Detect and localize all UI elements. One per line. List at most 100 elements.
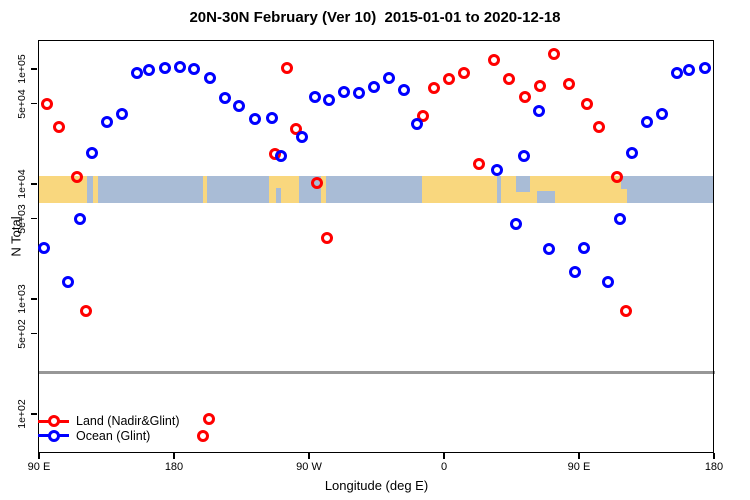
x-axis-tick-label: 0 [440,461,448,473]
y-axis-tick [31,413,37,415]
x-axis-tick-label: 180 [704,461,724,473]
data-point-ocean [670,67,683,80]
data-point-land [79,304,92,317]
y-axis-tick-label: 1e+05 [16,54,28,84]
data-point-land [40,97,53,110]
data-point-ocean [142,64,155,76]
data-point-land [562,78,575,91]
data-point-land [321,231,333,244]
y-axis-tick-label: 5e+02 [16,318,28,349]
data-point-ocean [274,150,287,163]
map-band-land-segment [93,175,98,204]
map-band-ocean-notch [621,175,627,190]
data-point-ocean [543,243,555,256]
data-point-land [442,72,455,85]
data-point-ocean [174,61,186,74]
data-point-ocean [85,147,98,159]
data-point-land [427,82,440,95]
map-band-land-segment [202,175,207,204]
data-point-ocean [655,108,668,121]
y-axis-tick [31,217,37,220]
x-axis-tick [713,453,715,459]
x-axis-title: Longitude (deg E) [324,478,429,493]
data-point-ocean [232,99,245,112]
x-axis-tick [443,453,445,459]
data-point-ocean [568,266,581,279]
data-point-ocean [219,91,231,104]
y-axis-tick-label: 5e+04 [16,88,28,119]
chart-title: 20N-30N February (Ver 10) 2015-01-01 to … [189,9,561,26]
data-point-ocean [532,105,545,118]
data-point-land [487,53,500,66]
legend-item-land: Land (Nadir&Glint) [38,414,180,429]
data-point-ocean [352,86,365,99]
y-axis-tick [31,298,37,300]
data-point-ocean [601,276,614,289]
data-point-ocean [382,72,395,84]
data-point-ocean [295,131,308,144]
legend: Land (Nadir&Glint) Ocean (Glint) [38,414,180,443]
x-axis-tick-label: 90 E [27,461,51,473]
data-point-ocean [309,91,321,104]
x-axis-tick [173,453,175,459]
map-band-land-segment [268,175,299,204]
map-band-land-segment [421,175,497,204]
map-band-ocean-notch [276,188,281,204]
y-axis-tick [31,332,37,335]
data-point-ocean [397,83,410,96]
data-point-land [457,67,470,80]
data-point-land [610,171,623,184]
legend-label-land: Land (Nadir&Glint) [76,414,180,429]
data-point-land [70,171,83,184]
legend-label-ocean: Ocean (Glint) [76,428,151,443]
data-point-land [580,97,593,110]
y-axis-tick [31,102,37,105]
x-axis-tick-label: 90 E [567,461,591,473]
land-series-marker-icon [38,415,69,428]
x-axis-tick-label: 90 W [296,461,322,473]
data-point-ocean [490,164,503,177]
data-point-ocean [249,112,261,125]
data-point-land [592,121,605,134]
y-axis-tick [31,68,37,70]
data-point-ocean [73,212,86,225]
data-point-ocean [411,118,423,131]
ocean-series-marker-icon [38,429,69,442]
y-axis-tick-label: 1e+04 [16,169,28,199]
y-axis-tick-label: 5e+03 [16,203,28,234]
legend-item-ocean: Ocean (Glint) [38,429,180,444]
x-axis-tick-label: 180 [164,461,184,473]
data-point-ocean [159,62,171,74]
data-point-ocean [115,108,128,121]
y-axis-tick-label: 1e+02 [16,399,28,429]
data-point-land [196,430,209,443]
y-axis-tick-label: 1e+03 [16,284,28,314]
data-point-ocean [61,276,74,289]
data-point-land [280,61,293,74]
data-point-ocean [187,63,200,75]
data-point-land [417,110,429,123]
data-point-ocean [204,72,216,84]
data-point-ocean [682,64,695,76]
data-point-ocean [130,67,143,80]
data-point-ocean [337,86,350,99]
data-point-ocean [625,147,638,159]
data-point-ocean [699,62,711,74]
data-point-ocean [100,116,113,128]
plot-area-frame [38,40,714,453]
data-point-ocean [367,80,380,93]
data-point-land [472,158,485,171]
data-point-land [534,80,546,93]
data-point-land [52,121,65,134]
data-point-land [547,48,560,60]
data-point-ocean [37,241,50,254]
map-band-ocean-notch [537,190,555,204]
data-point-land [310,177,323,189]
map-band-land-segment [321,175,327,204]
data-point-ocean [640,116,653,128]
data-point-ocean [577,241,590,254]
data-point-ocean [510,217,522,230]
data-point-ocean [613,212,626,225]
x-axis-tick [308,453,310,459]
